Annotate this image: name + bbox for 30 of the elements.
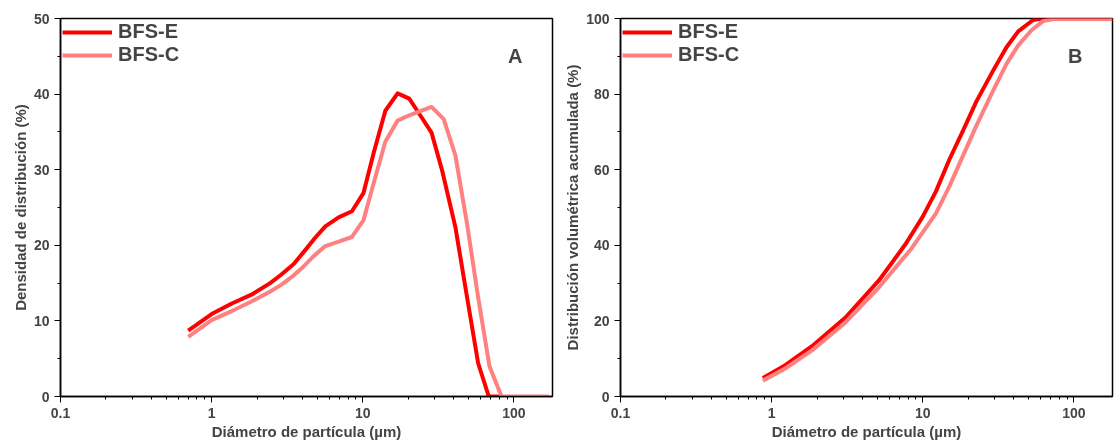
annotation: B [1068, 44, 1083, 67]
x-tick-label: 100 [502, 404, 526, 421]
y-tick-label: 50 [33, 10, 50, 27]
y-axis-title: Densidad de distribución (%) [11, 104, 29, 311]
legend-label: BFS-C [678, 43, 740, 66]
y-tick-label: 30 [33, 161, 50, 178]
x-tick-label: 10 [914, 404, 931, 421]
x-tick-label: 10 [354, 404, 371, 421]
y-tick-label: 80 [593, 86, 610, 103]
x-axis-title: Diámetro de partícula (µm) [771, 422, 962, 440]
annotation: A [508, 44, 523, 67]
y-tick-label: 40 [33, 86, 50, 103]
y-tick-label: 100 [586, 10, 610, 27]
x-tick-label: 0.1 [50, 404, 71, 421]
y-tick-label: 20 [593, 312, 610, 329]
y-tick-label: 10 [33, 312, 50, 329]
y-tick-label: 60 [593, 161, 610, 178]
legend-label: BFS-E [118, 20, 178, 43]
x-axis-title: Diámetro de partícula (µm) [211, 422, 402, 440]
y-tick-label: 0 [41, 388, 50, 405]
x-tick-label: 0.1 [610, 404, 631, 421]
y-axis-title: Distribución volumétrica acumulada (%) [564, 64, 582, 351]
x-tick-label: 1 [767, 404, 776, 421]
x-tick-label: 1 [207, 404, 216, 421]
legend-label: BFS-C [118, 43, 180, 66]
y-tick-label: 0 [601, 388, 610, 405]
y-tick-label: 20 [33, 237, 50, 254]
legend-label: BFS-E [678, 20, 738, 43]
x-tick-label: 100 [1062, 404, 1086, 421]
y-tick-label: 40 [593, 237, 610, 254]
